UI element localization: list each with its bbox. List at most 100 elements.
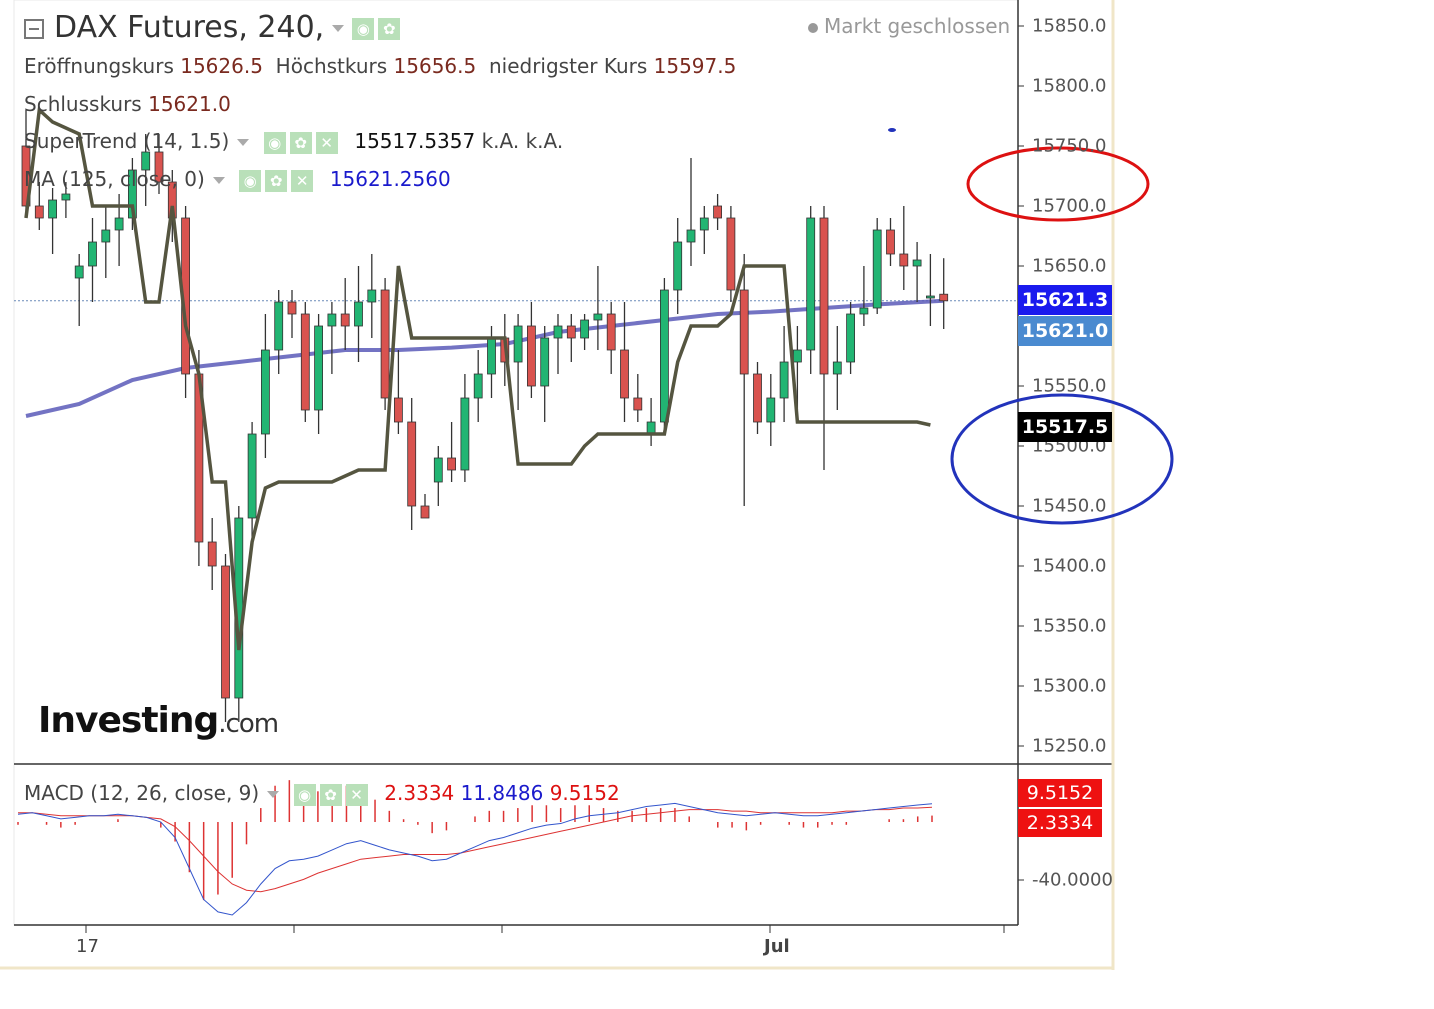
candle-body-down — [606, 313, 616, 351]
x-tick-jul: Jul — [764, 936, 790, 957]
candle-body-down — [633, 397, 643, 411]
candle — [420, 494, 430, 519]
y-tick-label: 15750.0 — [1032, 135, 1107, 157]
eye-icon[interactable]: ◉ — [239, 169, 262, 192]
candle — [699, 206, 709, 254]
candle-body-up — [487, 337, 496, 375]
macd-hist-tag: 2.3334 — [1018, 809, 1102, 837]
macd-signal-tag: 9.5152 — [1018, 779, 1102, 807]
candle — [739, 254, 749, 506]
macd-value: 11.8486 — [460, 781, 544, 805]
candle — [141, 134, 151, 206]
candle — [832, 326, 842, 410]
gear-icon[interactable]: ✿ — [265, 169, 288, 192]
candle — [274, 290, 284, 374]
candle — [912, 242, 922, 302]
candle-body-up — [593, 313, 603, 321]
y-tick-label: 15400.0 — [1032, 555, 1107, 577]
candle-body-up — [74, 265, 84, 279]
candle — [886, 218, 895, 266]
candle-body-up — [912, 259, 922, 267]
dropdown-arrow-icon[interactable] — [237, 139, 250, 146]
candle-body-up — [806, 217, 816, 351]
candle — [872, 218, 882, 314]
candle-body-up — [513, 325, 523, 363]
gear-icon[interactable]: ✿ — [378, 17, 401, 40]
candle — [433, 446, 443, 506]
candle — [34, 182, 44, 230]
ma-series — [25, 298, 944, 418]
candle-body-up — [779, 361, 789, 399]
candle — [207, 518, 217, 590]
chart-title-row: DAX Futures, 240, ◉ ✿ — [24, 10, 404, 45]
candle — [247, 422, 257, 542]
dropdown-arrow-icon[interactable] — [332, 25, 345, 32]
candle-body-down — [620, 349, 629, 399]
candle — [460, 374, 470, 482]
candle — [367, 254, 377, 338]
ma-line — [25, 298, 944, 418]
y-tick-label: 15450.0 — [1032, 495, 1107, 517]
candle-body-down — [380, 289, 390, 399]
macd-legend: MACD (12, 26, close, 9) ◉ ✿ ✕ 2.3334 11.84… — [24, 781, 620, 806]
high-label: Höchstkurs — [275, 54, 388, 78]
dropdown-arrow-icon[interactable] — [212, 177, 225, 184]
candle-body-down — [420, 505, 430, 519]
low-label: niedrigster Kurs — [488, 54, 648, 78]
dropdown-arrow-icon[interactable] — [267, 791, 280, 798]
status-dot-icon — [808, 22, 818, 33]
candle-body-up — [327, 313, 337, 327]
candle — [354, 266, 363, 362]
candle — [61, 182, 71, 218]
candle-body-down — [713, 205, 722, 219]
candle — [48, 188, 57, 254]
eye-icon[interactable]: ◉ — [263, 131, 286, 154]
candle — [726, 206, 736, 302]
collapse-icon[interactable] — [24, 18, 44, 39]
candle-body-down — [221, 565, 230, 699]
candle-body-down — [300, 313, 310, 411]
candle — [380, 278, 390, 410]
candle — [660, 278, 669, 434]
candle — [393, 350, 403, 434]
close-label: Schlusskurs — [24, 92, 142, 116]
candle-body-down — [939, 293, 949, 302]
candle-body-up — [260, 349, 270, 435]
candle — [939, 258, 949, 329]
candle — [101, 206, 111, 278]
candle-body-up — [433, 457, 443, 483]
candle-body-down — [287, 301, 297, 315]
supertrend-price-tag: 15517.5 — [1018, 412, 1112, 442]
close-icon[interactable]: ✕ — [315, 131, 338, 154]
candle — [327, 302, 337, 374]
candle-body-down — [819, 217, 829, 375]
last-price-tag: 15621.0 — [1018, 316, 1112, 346]
close-value: 15621.0 — [148, 92, 231, 116]
gear-icon[interactable]: ✿ — [289, 131, 312, 154]
candle-body-down — [566, 325, 576, 339]
candle-body-up — [114, 217, 124, 231]
market-status-text: Markt geschlossen — [824, 14, 1011, 38]
candle — [340, 278, 350, 350]
gear-icon[interactable]: ✿ — [319, 783, 342, 806]
macd-y-tick: -40.0000 — [1032, 869, 1113, 891]
blue-dot-annotation — [888, 128, 896, 132]
candle-body-up — [61, 193, 71, 201]
eye-icon[interactable]: ◉ — [352, 17, 375, 40]
chart-title: DAX Futures, 240, — [54, 10, 325, 45]
candle-body-up — [699, 217, 709, 231]
candle — [766, 374, 776, 446]
candle — [819, 206, 829, 470]
candlestick-series — [21, 110, 949, 722]
candle — [859, 266, 869, 326]
candle-body-up — [660, 289, 669, 423]
candle-body-up — [274, 301, 284, 351]
candle-body-up — [793, 349, 802, 363]
close-icon[interactable]: ✕ — [291, 169, 314, 192]
open-label: Eröffnungskurs — [24, 54, 174, 78]
eye-icon[interactable]: ◉ — [293, 783, 316, 806]
close-icon[interactable]: ✕ — [345, 783, 368, 806]
red-circle-annotation — [966, 146, 1150, 222]
ma-value: 15621.2560 — [329, 167, 451, 191]
